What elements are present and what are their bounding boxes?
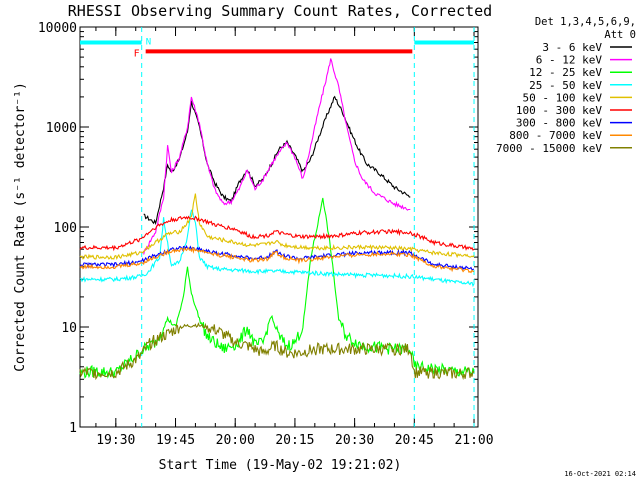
y-tick-label: 100 (54, 221, 77, 236)
legend-label: 800 - 7000 keV (509, 129, 602, 142)
series-line-3 (79, 197, 475, 379)
legend-label: 7000 - 15000 keV (496, 142, 602, 155)
chart-title: RHESSI Observing Summary Count Rates, Co… (68, 2, 492, 20)
flag-label-N: N (146, 37, 151, 47)
flag-label-F: F (134, 48, 140, 59)
series-line-2 (143, 58, 411, 255)
plot-frame (79, 26, 479, 428)
x-tick-label: 19:45 (156, 433, 195, 448)
y-tick-label: 1000 (46, 121, 77, 136)
legend-label: 12 - 25 keV (529, 66, 602, 79)
y-tick-label: 10 (61, 321, 77, 336)
x-tick-label: 20:45 (395, 433, 434, 448)
legend-header-line-2: Att 0 (604, 29, 636, 41)
x-axis-label: Start Time (19-May-02 19:21:02) (159, 458, 402, 473)
x-tick-label: 20:30 (335, 433, 374, 448)
series-line-1 (143, 95, 411, 226)
plot-area: 1 10 100 1000 10000 19:30 19:45 20:00 20:15 20:30… (38, 21, 494, 448)
legend-label: 6 - 12 keV (536, 54, 603, 67)
series-line-4 (79, 209, 475, 288)
y-axis-label: Corrected Count Rate (s⁻¹ detector⁻¹) (13, 82, 28, 372)
legend-label: 25 - 50 keV (529, 79, 602, 92)
legend-label: 50 - 100 keV (523, 91, 603, 104)
y-tick-label: 10000 (38, 21, 77, 36)
series-line-5 (79, 193, 475, 260)
series-line-8 (79, 246, 475, 274)
x-tick-label: 20:00 (216, 433, 255, 448)
legend-label: 300 - 800 keV (516, 117, 602, 130)
y-tick-label: 1 (69, 421, 77, 436)
legend-header-line-1: Det 1,3,4,5,6,9, (535, 16, 636, 28)
legend-label: 100 - 300 keV (516, 104, 602, 117)
legend-label: 3 - 6 keV (542, 41, 602, 54)
x-tick-label: 20:15 (275, 433, 314, 448)
series-line-9 (79, 322, 475, 381)
x-tick-label: 19:30 (96, 433, 135, 448)
x-tick-label: 21:00 (454, 433, 493, 448)
timestamp-label: 16-Oct-2021 02:14 (564, 470, 636, 478)
series-line-6 (79, 215, 475, 252)
